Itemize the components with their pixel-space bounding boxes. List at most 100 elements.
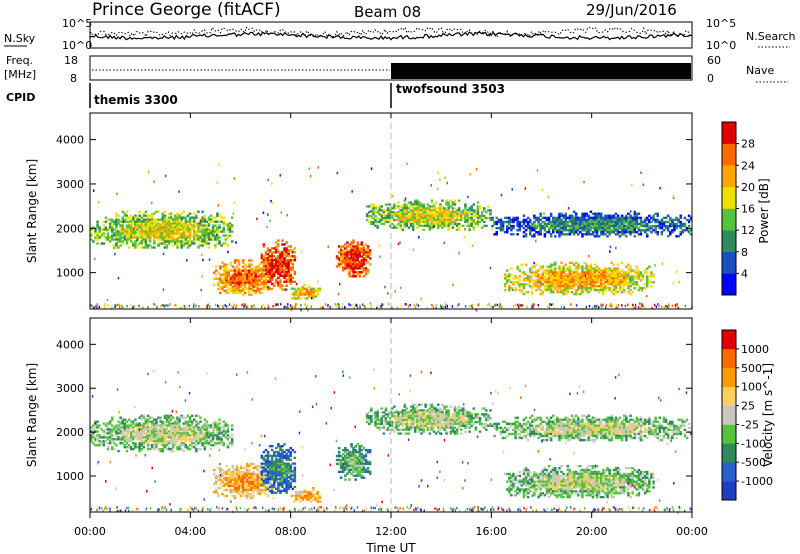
heatmap-cell	[281, 239, 284, 242]
heatmap-cell	[587, 224, 590, 228]
heatmap-cell	[518, 269, 521, 272]
heatmap-cell	[643, 229, 647, 232]
heatmap-cell	[397, 207, 400, 210]
heatmap-cell	[646, 283, 649, 286]
near-range-cell	[457, 304, 459, 307]
heatmap-cell	[416, 203, 419, 206]
heatmap-cell	[207, 230, 211, 233]
heatmap-cell	[312, 289, 315, 292]
heatmap-cell	[163, 430, 167, 433]
heatmap-cell	[570, 283, 574, 286]
heatmap-cell	[552, 216, 555, 220]
heatmap-cell	[165, 420, 169, 423]
heatmap-cell	[316, 289, 320, 292]
heatmap-cell	[178, 438, 181, 441]
heatmap-cell	[566, 233, 570, 236]
heatmap-cell	[664, 216, 668, 220]
heatmap-cell	[153, 444, 156, 447]
heatmap-cell	[270, 253, 274, 256]
heatmap-cell	[148, 234, 152, 237]
heatmap-cell	[618, 226, 622, 230]
heatmap-cell	[627, 212, 630, 215]
heatmap-cell	[167, 238, 171, 241]
heatmap-cell	[151, 446, 154, 449]
near-range-cell	[651, 306, 653, 310]
heatmap-cell	[119, 432, 122, 435]
heatmap-cell	[211, 440, 215, 443]
heatmap-cell	[106, 236, 110, 239]
heatmap-cell	[581, 287, 584, 290]
heatmap-cell	[293, 259, 297, 262]
heatmap-cell	[483, 209, 486, 212]
heatmap-cell	[618, 224, 622, 228]
heatmap-cell	[119, 234, 122, 237]
heatmap-cell	[623, 229, 626, 232]
heatmap-cell	[516, 267, 519, 270]
heatmap-cell	[153, 238, 156, 241]
heatmap-cell	[541, 220, 544, 224]
heatmap-cell	[591, 226, 595, 230]
heatmap-cell	[506, 277, 509, 280]
heatmap-cell	[579, 220, 582, 224]
heatmap-cell	[121, 216, 124, 219]
heatmap-cell	[268, 468, 272, 471]
heatmap-cell	[689, 233, 693, 236]
heatmap-cell	[262, 456, 266, 459]
heatmap-cell	[585, 273, 588, 276]
heatmap-cell	[627, 224, 630, 228]
heatmap-cell	[455, 222, 459, 226]
heatmap-cell	[470, 220, 473, 224]
heatmap-cell	[522, 273, 526, 276]
heatmap-cell	[132, 426, 135, 429]
heatmap-cell	[508, 218, 511, 222]
heatmap-cell	[184, 234, 188, 237]
heatmap-cell	[231, 279, 235, 282]
heatmap-cell	[572, 220, 576, 224]
heatmap-cell	[366, 271, 370, 274]
heatmap-cell	[478, 205, 482, 208]
scatter-cell	[267, 213, 269, 216]
heatmap-cell	[186, 230, 190, 233]
heatmap-cell	[545, 279, 549, 282]
heatmap-cell	[570, 277, 574, 280]
heatmap-cell	[409, 222, 413, 226]
scatter-cell	[399, 241, 401, 244]
heatmap-cell	[144, 434, 148, 437]
heatmap-cell	[273, 255, 276, 258]
heatmap-cell	[119, 422, 122, 425]
heatmap-cell	[264, 278, 268, 281]
heatmap-cell	[339, 251, 343, 254]
heatmap-cell	[266, 264, 270, 268]
heatmap-cell	[233, 478, 237, 482]
heatmap-cell	[589, 275, 593, 278]
heatmap-cell	[618, 275, 622, 278]
near-range-cell	[264, 306, 266, 310]
heatmap-cell	[597, 290, 601, 294]
heatmap-cell	[151, 432, 154, 435]
near-range-cell	[671, 304, 673, 307]
heatmap-cell	[399, 209, 402, 212]
near-range-cell	[225, 305, 228, 308]
heatmap-cell	[631, 229, 634, 232]
heatmap-cell	[587, 233, 590, 236]
heatmap-cell	[211, 422, 215, 425]
heatmap-cell	[134, 424, 137, 427]
heatmap-cell	[602, 226, 605, 230]
heatmap-cell	[165, 244, 169, 247]
heatmap-cell	[591, 271, 595, 274]
heatmap-cell	[108, 428, 112, 431]
heatmap-cell	[549, 267, 553, 270]
heatmap-cell	[178, 447, 181, 451]
heatmap-cell	[620, 279, 624, 282]
heatmap-cell	[662, 224, 666, 228]
heatmap-cell	[264, 470, 268, 473]
heatmap-cell	[256, 490, 259, 494]
heatmap-cell	[216, 220, 219, 223]
heatmap-cell	[428, 228, 432, 231]
heatmap-cell	[157, 430, 160, 433]
scatter-cell	[536, 169, 539, 172]
heatmap-cell	[585, 275, 588, 278]
heatmap-cell	[224, 242, 228, 245]
heatmap-cell	[174, 228, 177, 231]
heatmap-cell	[401, 209, 404, 212]
